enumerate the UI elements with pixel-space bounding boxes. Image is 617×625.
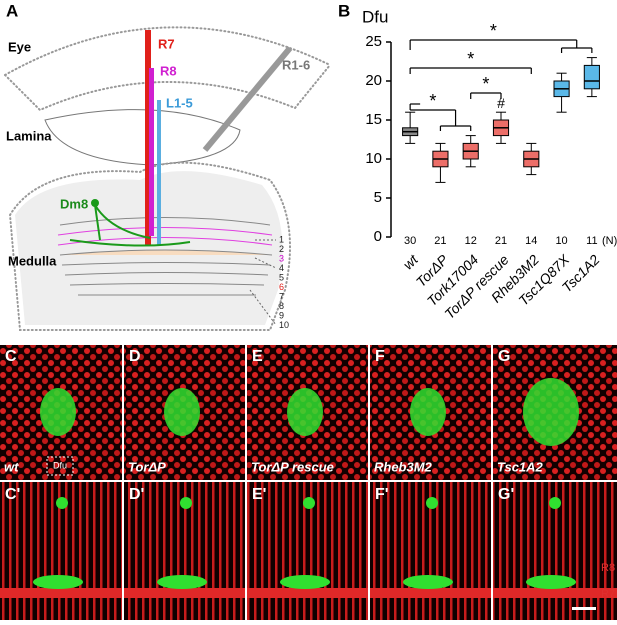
dm8-soma bbox=[303, 497, 315, 509]
y-tick-label: 10 bbox=[365, 150, 382, 167]
chart-title: Dfu bbox=[362, 7, 388, 26]
r7-layer bbox=[0, 588, 122, 598]
y-tick-label: 25 bbox=[365, 33, 382, 50]
layer-label: R7 bbox=[601, 588, 615, 600]
r7-cell bbox=[145, 30, 151, 245]
dm8-arbor bbox=[33, 575, 83, 589]
n-label: 11 bbox=[586, 235, 597, 247]
genotype: wt bbox=[4, 459, 19, 474]
dm8-soma bbox=[180, 497, 192, 509]
panel-b-chart: B Dfu051015202530wt21TorΔP12Tork1700421To… bbox=[338, 1, 617, 322]
dm8-arbor bbox=[526, 575, 576, 589]
region-label: Lamina bbox=[6, 128, 52, 143]
y-tick-label: 5 bbox=[374, 189, 382, 206]
medulla-bg bbox=[15, 171, 283, 325]
panel-label: E' bbox=[252, 486, 266, 503]
r16-cell bbox=[202, 46, 293, 152]
region-label: Medulla bbox=[8, 253, 57, 268]
n-label: 14 bbox=[525, 235, 537, 247]
panel-label: B bbox=[338, 1, 350, 20]
n-label: 21 bbox=[495, 235, 507, 247]
panel-label: F bbox=[375, 348, 385, 365]
y-tick-label: 15 bbox=[365, 111, 382, 128]
dm8-soma bbox=[549, 497, 561, 509]
x-tick-label: wt bbox=[400, 251, 422, 273]
dm8-arbor bbox=[280, 575, 330, 589]
n-label: 12 bbox=[465, 235, 477, 247]
genotype: TorΔP rescue bbox=[251, 459, 334, 474]
dm8-cell bbox=[69, 204, 191, 247]
eye-inner bbox=[4, 64, 331, 112]
panel-label: D' bbox=[129, 486, 144, 503]
cell-label: R1-6 bbox=[282, 57, 310, 72]
layer-number: 1 bbox=[279, 234, 284, 244]
cell-label: R7 bbox=[158, 36, 175, 51]
cell-label: L1-5 bbox=[166, 95, 193, 110]
layer-number: 4 bbox=[279, 263, 284, 273]
r8-cell bbox=[149, 68, 154, 236]
dfu-label: Dfu bbox=[53, 460, 67, 470]
panel-label: F' bbox=[375, 486, 389, 503]
layer-number: 9 bbox=[279, 310, 284, 320]
scale-bar bbox=[572, 607, 596, 610]
panel-label: C' bbox=[5, 486, 20, 503]
r7-layer bbox=[493, 588, 617, 598]
genotype: TorΔP bbox=[128, 459, 166, 474]
cell-label: Dm8 bbox=[60, 196, 88, 211]
l-cell bbox=[157, 100, 161, 245]
layer-number: 6 bbox=[279, 282, 284, 292]
y-tick-label: 20 bbox=[365, 72, 382, 89]
dm8-soma bbox=[56, 497, 68, 509]
panel-label: A bbox=[6, 1, 18, 20]
panel-label: D bbox=[129, 348, 141, 365]
layer-number: 7 bbox=[279, 291, 284, 301]
y-tick-label: 0 bbox=[374, 228, 382, 245]
panel-label: G bbox=[498, 348, 510, 365]
dm8-arbor bbox=[157, 575, 207, 589]
n-unit: (N) bbox=[602, 235, 617, 247]
marker: # bbox=[497, 95, 505, 111]
layer-number: 3 bbox=[279, 253, 284, 263]
layer-leaders bbox=[249, 239, 277, 326]
layer-number: 5 bbox=[279, 272, 284, 282]
significance: * bbox=[482, 74, 489, 94]
layer-label: R8 bbox=[601, 562, 615, 574]
genotype: Rheb3M2 bbox=[374, 459, 433, 474]
r7-layer bbox=[247, 588, 368, 598]
n-label: 10 bbox=[555, 235, 567, 247]
dm8-stain bbox=[40, 388, 76, 436]
r7-layer bbox=[370, 588, 491, 598]
micrographs: Cwt C' D TorΔP D' E TorΔP rescue E' F Rheb3M2 F' G T… bbox=[0, 345, 617, 620]
n-label: 30 bbox=[404, 235, 416, 247]
r7-layer bbox=[124, 588, 245, 598]
cell-label: R8 bbox=[160, 63, 177, 78]
n-label: 21 bbox=[434, 235, 446, 247]
lamina bbox=[44, 109, 241, 166]
dm8-stain bbox=[287, 388, 323, 436]
region-label: Eye bbox=[8, 39, 31, 54]
panel-a-diagram bbox=[4, 26, 331, 331]
medulla-layers bbox=[57, 217, 273, 296]
box bbox=[583, 64, 600, 90]
dfu-box bbox=[46, 456, 74, 476]
eye-outline bbox=[4, 26, 331, 76]
genotype: Tsc1A2 bbox=[497, 459, 544, 474]
panel-label: E bbox=[252, 348, 263, 365]
dm8-stain bbox=[410, 388, 446, 436]
layer-number: 10 bbox=[279, 320, 289, 330]
significance: * bbox=[490, 21, 497, 41]
dm8-soma bbox=[91, 199, 99, 207]
dm8-arbor bbox=[403, 575, 453, 589]
dm8-stain bbox=[523, 378, 579, 446]
panel-label: C bbox=[5, 348, 17, 365]
significance: * bbox=[467, 49, 474, 69]
dm8-soma bbox=[426, 497, 438, 509]
medulla-outline bbox=[8, 161, 291, 331]
dm8-stain bbox=[164, 388, 200, 436]
layer-number: 2 bbox=[279, 244, 284, 254]
panel-label: G' bbox=[498, 486, 514, 503]
significance: * bbox=[429, 91, 436, 111]
layer-number: 8 bbox=[279, 301, 284, 311]
